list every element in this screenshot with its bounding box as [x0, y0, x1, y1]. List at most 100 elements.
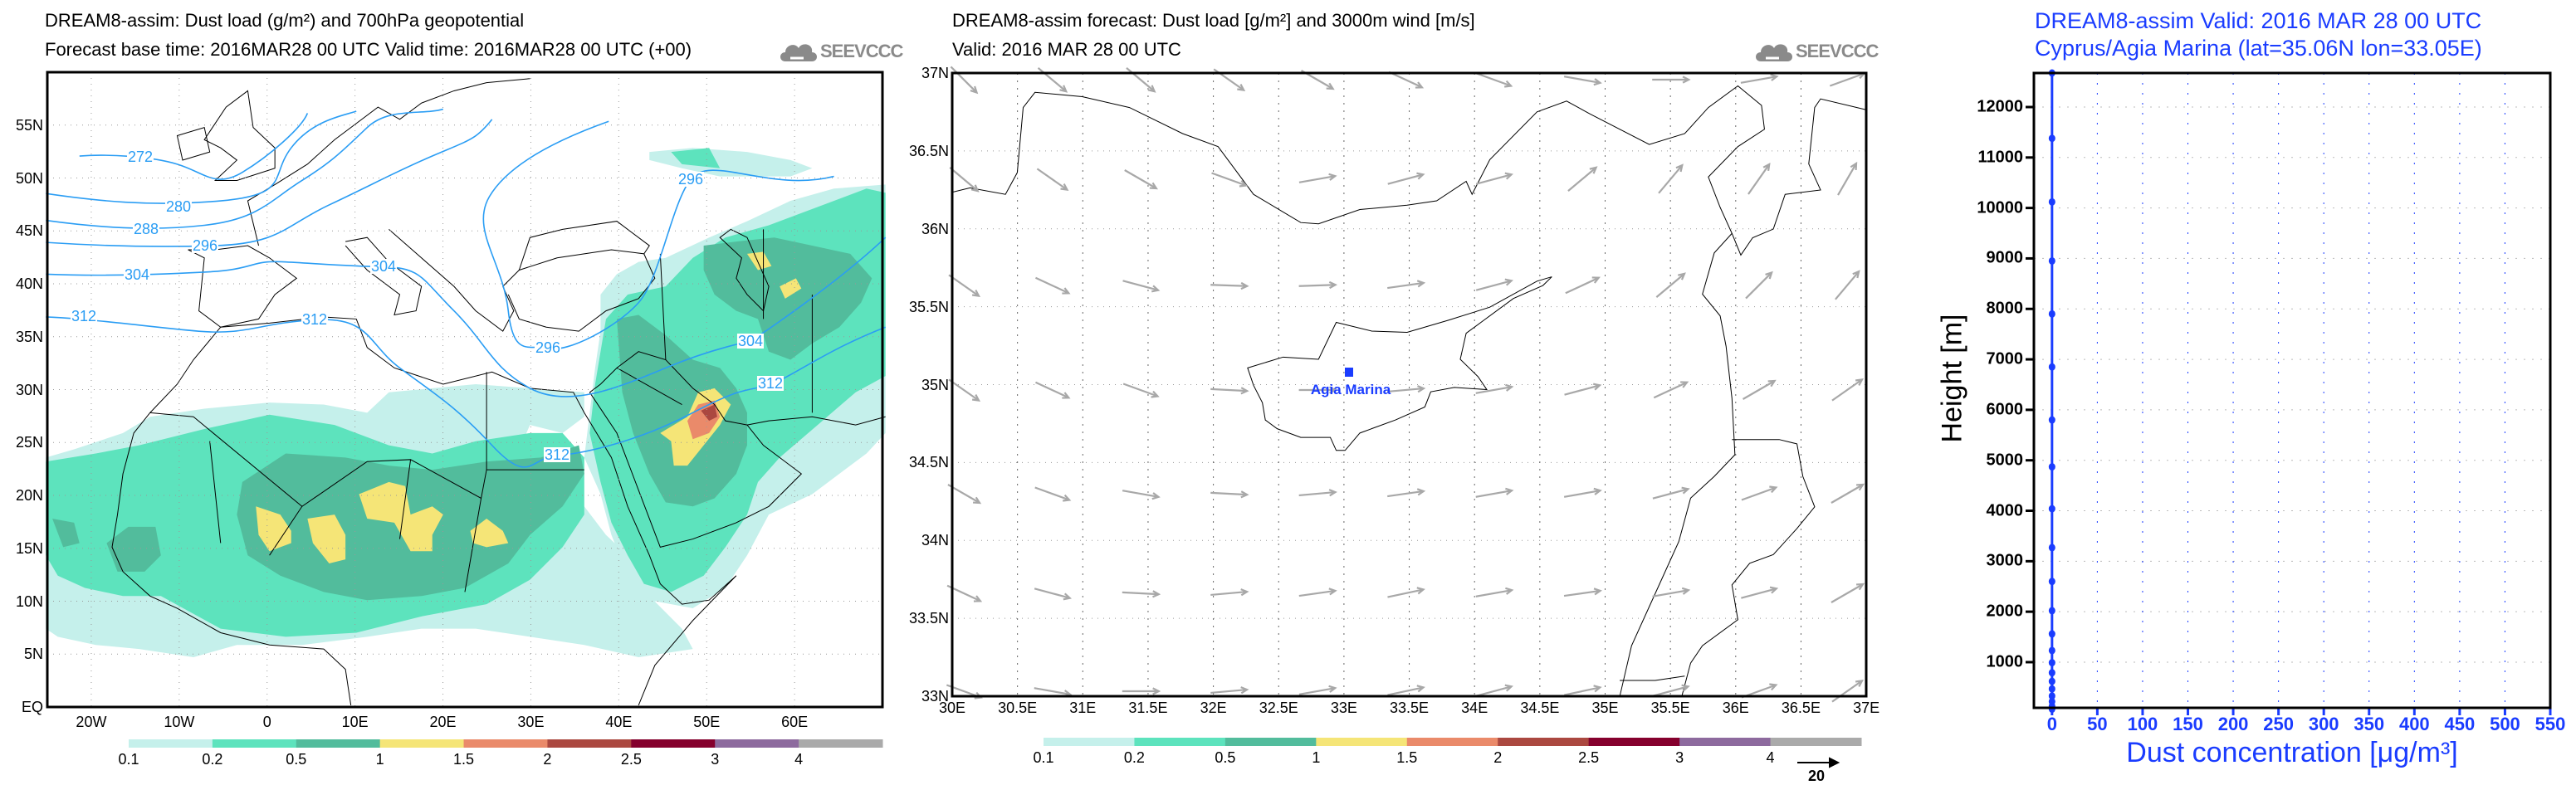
wind-arrow-icon — [1122, 280, 1161, 293]
wind-arrow-icon — [1387, 172, 1425, 185]
lat-label: 15N — [15, 539, 43, 557]
colorbar-label: 0.5 — [286, 751, 307, 768]
wind-arrow-icon — [1122, 490, 1161, 500]
contour-label: 296 — [677, 171, 705, 188]
lat-label: 50N — [15, 169, 43, 187]
data-point — [2048, 607, 2055, 615]
wind-arrow-icon — [1298, 685, 1337, 695]
colorbar-label: 2 — [1493, 749, 1503, 766]
wind-arrow-icon — [1387, 280, 1426, 290]
wind-arrow-icon — [1653, 381, 1689, 399]
contour-label: 304 — [369, 258, 398, 275]
wind-arrow-icon — [1831, 483, 1865, 504]
wind-arrow-icon — [1386, 385, 1426, 393]
y-tick-label: 2000 — [1986, 602, 2024, 621]
wind-arrow-icon — [1563, 487, 1602, 498]
contour-label: 296 — [191, 237, 219, 254]
colorbar-label: 3 — [711, 751, 720, 768]
logo-text: SEEVCCC — [820, 41, 903, 61]
y-tick-label: 6000 — [1986, 400, 2024, 419]
wind-arrow-icon — [1475, 383, 1514, 394]
dust-shading-2 — [701, 404, 717, 422]
contour-label: 304 — [736, 333, 765, 349]
y-tick-label: 9000 — [1986, 248, 2024, 267]
colorbar-segment — [1770, 738, 1862, 746]
wind-arrow-icon — [1742, 379, 1777, 400]
chart-title: DREAM8-assim Valid: 2016 MAR 28 00 UTC — [2035, 8, 2482, 33]
lon-label: 30E — [517, 714, 545, 730]
wind-arrow-icon — [1210, 588, 1249, 597]
lat-label: 45N — [15, 222, 43, 240]
data-point — [2048, 363, 2055, 371]
y-tick-label: 4000 — [1986, 501, 2024, 519]
wind-arrow-icon — [1564, 383, 1602, 396]
wind-arrow-icon — [1034, 276, 1071, 295]
colorbar-segment — [1316, 738, 1408, 746]
y-tick-label: 11000 — [1977, 148, 2023, 167]
x-tick-label: 550 — [2534, 714, 2566, 734]
wind-arrow-icon — [1837, 161, 1858, 196]
wind-arrow-icon — [950, 66, 979, 95]
lat-label: 10N — [15, 592, 43, 610]
lon-label: 36E — [1722, 700, 1749, 716]
lon-label: 60E — [781, 714, 809, 730]
wind-arrow-icon — [1387, 587, 1425, 598]
lat-label: 35N — [921, 376, 949, 393]
lat-label: 25N — [15, 434, 43, 451]
colorbar-label: 2.5 — [1578, 749, 1600, 766]
contour-280 — [46, 111, 356, 203]
contour-label: 304 — [123, 266, 151, 283]
lat-label: 20N — [15, 487, 43, 504]
wind-arrow-icon — [1741, 485, 1778, 501]
colorbar-label: 0.5 — [1215, 749, 1236, 766]
wind-arrow-icon — [949, 167, 980, 193]
coastlines-borders — [112, 79, 886, 705]
x-axis-title: Dust concentration [μg/m³] — [2126, 737, 2458, 768]
chart-gridlines — [2026, 73, 2552, 715]
lon-label: 37E — [1853, 700, 1880, 716]
data-point — [2048, 677, 2055, 685]
data-point — [2048, 256, 2055, 265]
lat-label: 36.5N — [908, 142, 949, 159]
colorbar-segment — [1134, 738, 1226, 746]
colorbar-label: 3 — [1675, 749, 1684, 766]
colorbar-segment — [1498, 738, 1590, 746]
x-tick-label: 250 — [2263, 714, 2294, 734]
map2-coastlines — [952, 85, 1866, 696]
wind-arrow-icon — [1475, 684, 1513, 697]
lon-label: 35.5E — [1650, 700, 1690, 716]
colorbar-segment — [547, 739, 632, 748]
lon-label: 31E — [1069, 700, 1097, 716]
wind-reference-label: 20 — [1808, 768, 1826, 784]
map1-colorbar — [129, 739, 883, 748]
colorbar-segment — [296, 739, 381, 748]
lat-label: 35.5N — [908, 298, 949, 315]
data-point — [2048, 630, 2055, 638]
chart-subtitle: Cyprus/Agia Marina (lat=35.06N lon=33.05… — [2035, 36, 2482, 61]
wind-arrow-icon — [1298, 489, 1337, 497]
colorbar-label: 0.1 — [1033, 749, 1054, 766]
data-point — [2048, 705, 2055, 714]
map2-subtitle: Valid: 2016 MAR 28 00 UTC — [952, 39, 1181, 60]
colorbar-segment — [1044, 738, 1135, 746]
lat-label: 5N — [23, 646, 43, 663]
colorbar-label: 0.2 — [1123, 749, 1145, 766]
colorbar-segment — [1406, 738, 1498, 746]
wind-arrow-icon — [1034, 381, 1071, 399]
lon-label: 34E — [1461, 700, 1488, 716]
data-point — [2048, 197, 2055, 206]
wind-arrow-icon — [1564, 685, 1602, 696]
lon-label: 36.5E — [1781, 700, 1821, 716]
lat-label: 37N — [921, 65, 949, 81]
map1-logo: SEEVCCC — [779, 40, 903, 63]
logo-text: SEEVCCC — [1796, 41, 1879, 61]
lon-label: 34.5E — [1520, 700, 1560, 716]
wind-arrow-icon — [1652, 486, 1690, 500]
lat-label: 33.5N — [908, 610, 949, 627]
lon-label: 32E — [1200, 700, 1227, 716]
colorbar-segment — [631, 739, 716, 748]
wind-arrow-icon — [1745, 271, 1773, 300]
data-point — [2048, 669, 2055, 677]
